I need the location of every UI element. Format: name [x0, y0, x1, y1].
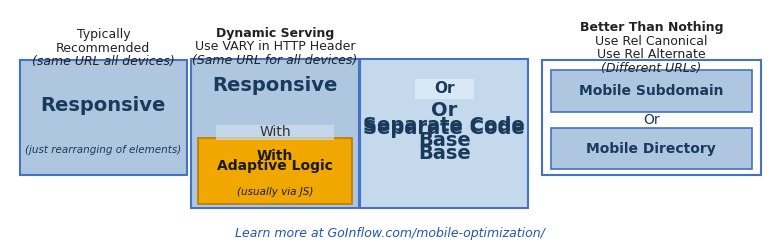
FancyBboxPatch shape	[216, 124, 334, 140]
Text: (usually via JS): (usually via JS)	[237, 187, 313, 197]
Text: Recommended: Recommended	[56, 42, 151, 55]
Text: Dynamic Serving: Dynamic Serving	[216, 26, 334, 40]
Text: With: With	[257, 149, 293, 163]
Text: Mobile Directory: Mobile Directory	[587, 142, 716, 156]
FancyBboxPatch shape	[551, 128, 752, 169]
Text: Better Than Nothing: Better Than Nothing	[580, 21, 723, 34]
Text: (Different URLs): (Different URLs)	[601, 62, 701, 75]
Text: Responsive: Responsive	[41, 96, 166, 116]
Text: (just rearranging of elements): (just rearranging of elements)	[25, 145, 182, 155]
Text: Typically: Typically	[76, 28, 130, 41]
Text: Learn more at GoInflow.com/mobile-optimization/: Learn more at GoInflow.com/mobile-optimi…	[235, 227, 545, 240]
Text: Use Rel Canonical: Use Rel Canonical	[595, 35, 707, 48]
Text: Mobile Subdomain: Mobile Subdomain	[579, 84, 724, 98]
Text: Or: Or	[434, 81, 455, 96]
Text: With: With	[259, 125, 291, 139]
FancyBboxPatch shape	[191, 59, 359, 208]
Text: Separate Code
Base: Separate Code Base	[363, 118, 525, 162]
Text: Or: Or	[643, 114, 660, 128]
FancyBboxPatch shape	[415, 78, 473, 98]
Text: Use Rel Alternate: Use Rel Alternate	[597, 48, 706, 62]
Text: Base: Base	[418, 131, 470, 150]
Text: Or: Or	[431, 101, 457, 120]
FancyBboxPatch shape	[20, 60, 187, 175]
FancyBboxPatch shape	[542, 60, 760, 175]
FancyBboxPatch shape	[360, 59, 528, 208]
Text: (Same URL for all devices): (Same URL for all devices)	[193, 54, 357, 67]
Text: Use VARY in HTTP Header: Use VARY in HTTP Header	[195, 40, 355, 54]
Text: Separate Code: Separate Code	[363, 116, 525, 135]
FancyBboxPatch shape	[198, 138, 352, 204]
Text: Responsive: Responsive	[212, 76, 338, 95]
Text: Adaptive Logic: Adaptive Logic	[217, 159, 333, 173]
Text: (same URL all devices): (same URL all devices)	[32, 55, 175, 68]
FancyBboxPatch shape	[551, 70, 752, 112]
